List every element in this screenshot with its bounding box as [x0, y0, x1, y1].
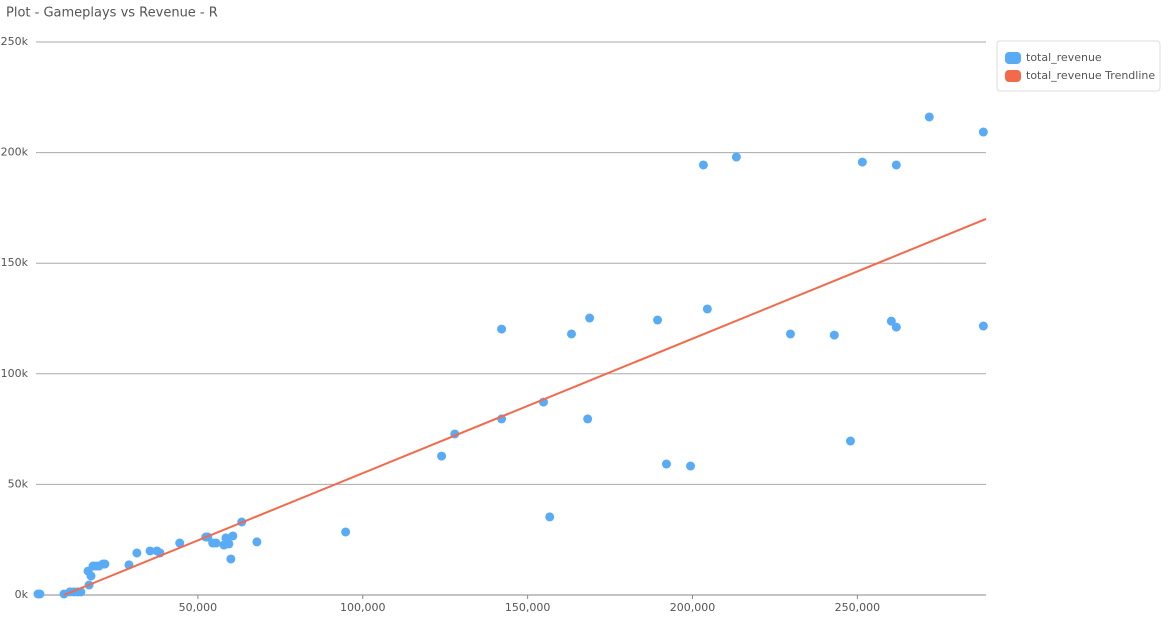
chart-title: Plot - Gameplays vs Revenue - R: [6, 6, 218, 21]
point: [35, 589, 45, 599]
point: [857, 157, 867, 167]
point: [891, 160, 901, 170]
point: [891, 322, 901, 332]
point: [924, 112, 934, 122]
y-tick-label: 0k: [15, 588, 29, 601]
point: [132, 548, 142, 558]
y-tick-label: 50k: [8, 477, 29, 490]
legend-swatch: [1005, 52, 1021, 64]
point: [978, 321, 988, 331]
point: [341, 527, 351, 537]
point: [228, 531, 238, 541]
point: [497, 324, 507, 334]
x-tick-label: 100,000: [340, 601, 386, 614]
point: [698, 160, 708, 170]
point: [686, 461, 696, 471]
legend-label[interactable]: total_revenue: [1026, 51, 1102, 64]
point: [845, 436, 855, 446]
point: [226, 554, 236, 564]
point: [545, 512, 555, 522]
point: [583, 414, 593, 424]
legend-label[interactable]: total_revenue Trendline: [1026, 69, 1155, 82]
legend-swatch: [1005, 70, 1021, 82]
point: [702, 304, 712, 314]
point: [437, 451, 447, 461]
x-tick-label: 200,000: [670, 601, 716, 614]
y-tick-label: 150k: [1, 256, 29, 269]
point: [585, 313, 595, 323]
y-tick-label: 250k: [1, 35, 29, 48]
point: [886, 316, 896, 326]
x-tick-label: 150,000: [505, 601, 551, 614]
point: [653, 315, 663, 325]
x-tick-label: 50,000: [179, 601, 218, 614]
point: [145, 546, 155, 556]
point: [978, 127, 988, 137]
trendline: [63, 218, 987, 596]
point: [661, 459, 671, 469]
y-tick-label: 200k: [1, 146, 29, 159]
legend: [996, 40, 1161, 92]
point: [785, 329, 795, 339]
point: [252, 537, 262, 547]
y-tick-label: 100k: [1, 367, 29, 380]
point: [224, 539, 234, 549]
point: [731, 152, 741, 162]
point: [175, 538, 185, 548]
x-tick-label: 250,000: [835, 601, 881, 614]
point: [100, 559, 110, 569]
point: [829, 330, 839, 340]
point: [86, 571, 96, 581]
point: [211, 538, 221, 548]
point: [566, 329, 576, 339]
